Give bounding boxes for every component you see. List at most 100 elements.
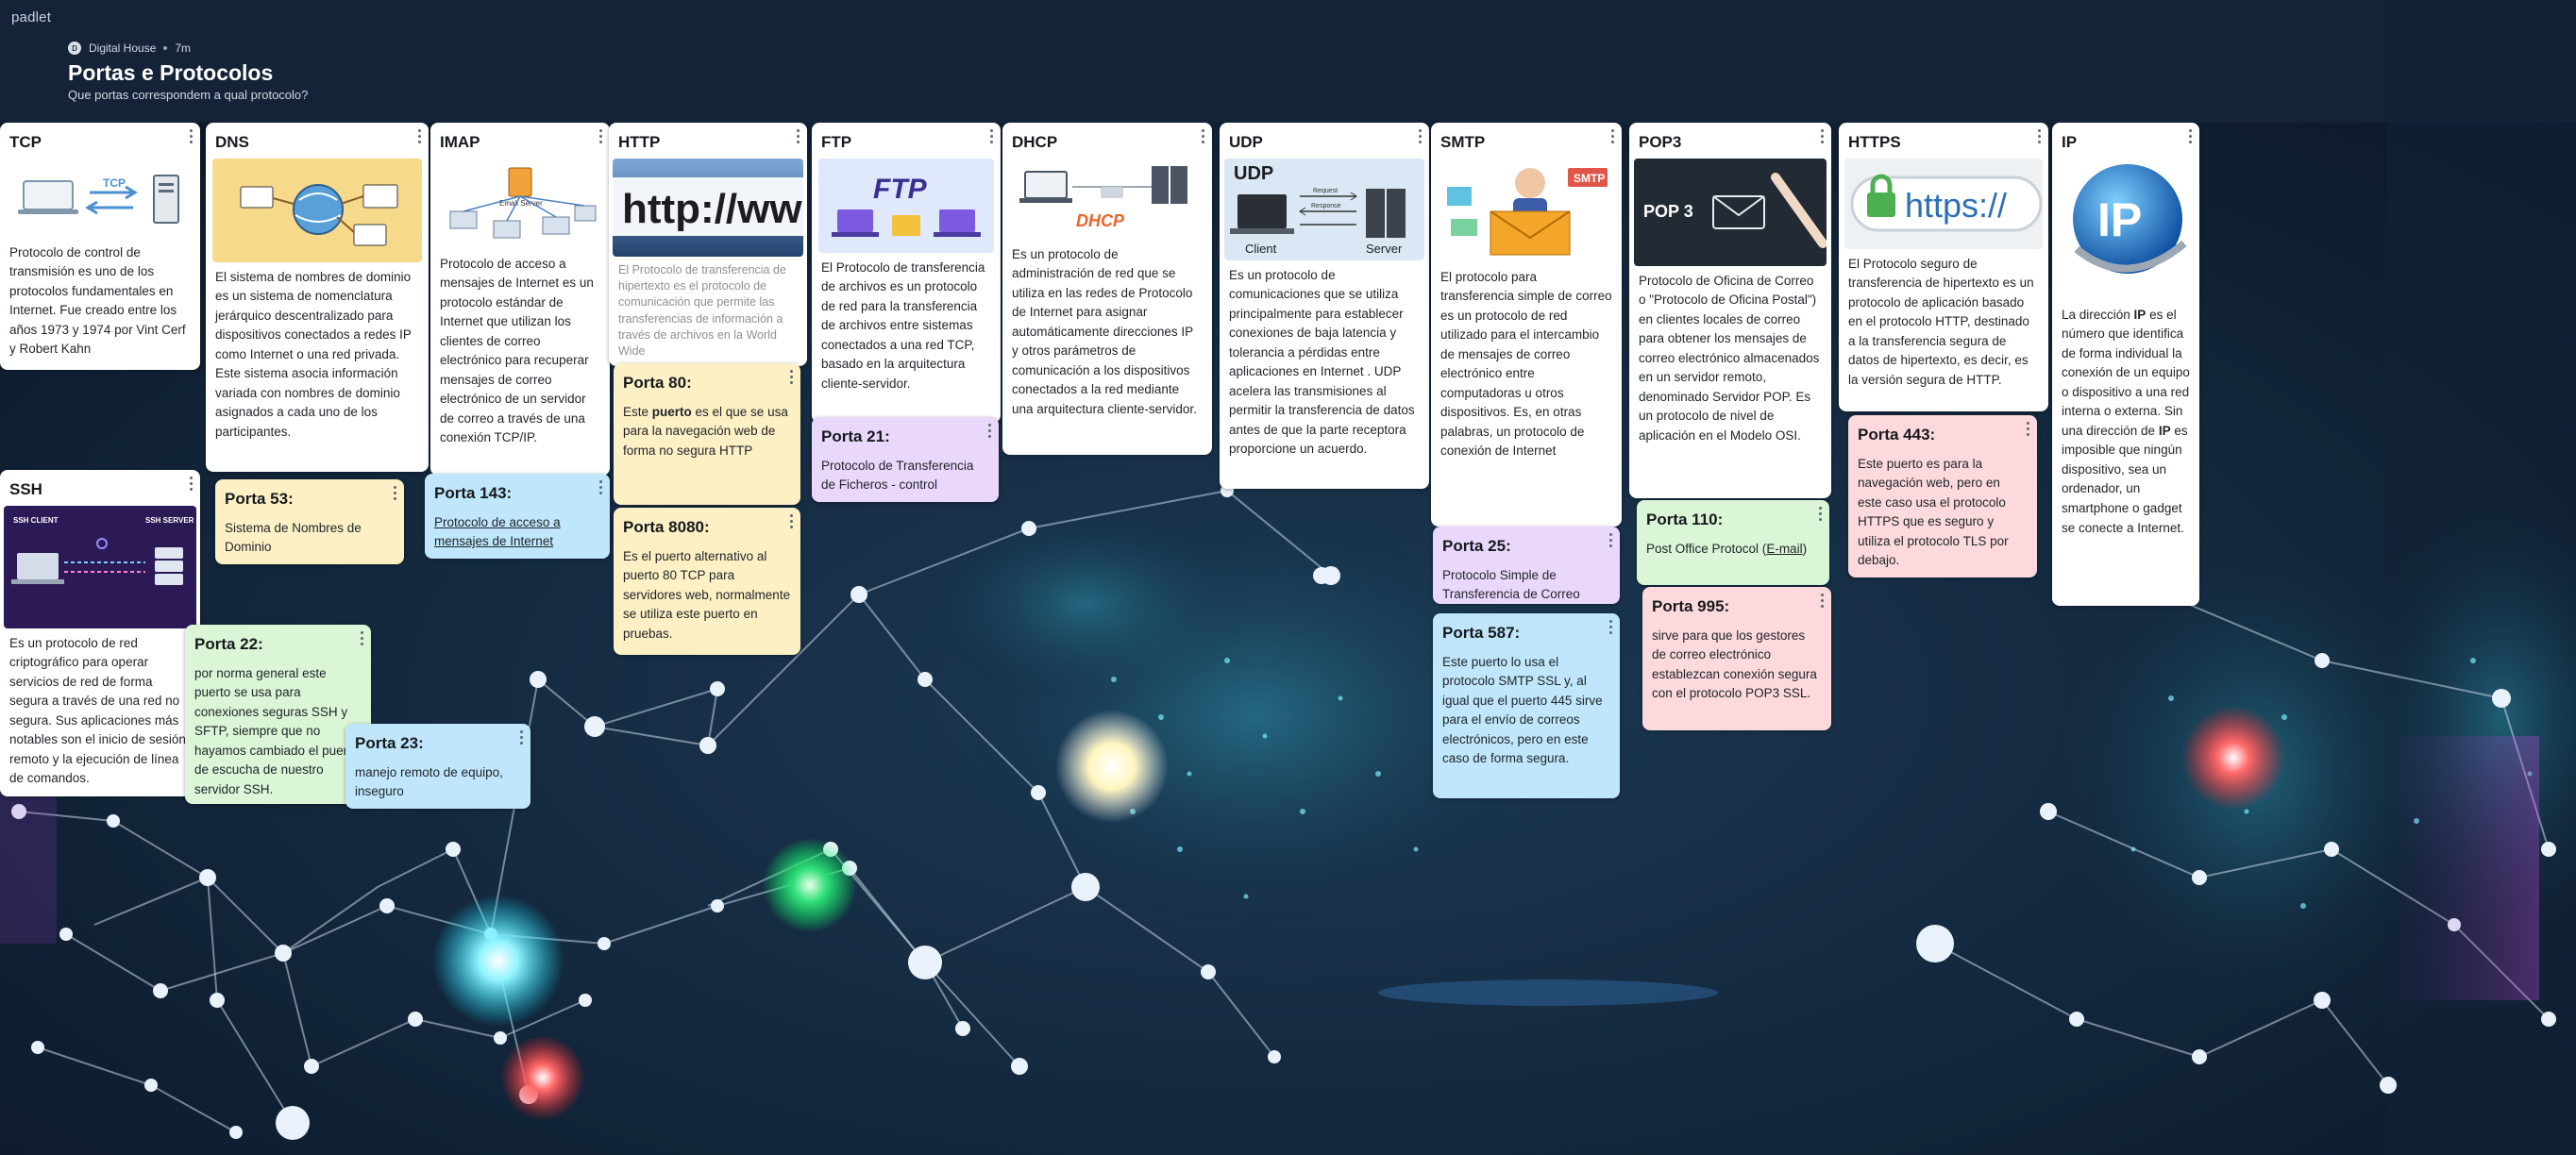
post-title: IP	[2062, 133, 2078, 151]
post-menu-icon[interactable]	[1419, 129, 1423, 144]
post-menu-icon[interactable]	[1202, 129, 1205, 144]
ssh-diagram-illustration: SSH CLIENT SSH SERVER	[4, 505, 196, 628]
post-menu-icon[interactable]	[1609, 533, 1613, 548]
post-title: Porta 443:	[1858, 426, 1936, 444]
post-title: Porta 80:	[623, 374, 692, 392]
https-illustration: https://	[1844, 158, 2043, 249]
post-udp[interactable]: UDP UDP Request Response Client Server E…	[1220, 123, 1429, 489]
post-menu-icon[interactable]	[190, 477, 194, 492]
svg-text:IP: IP	[2097, 193, 2142, 246]
post-time: 7m	[175, 42, 192, 55]
svg-text:POP 3: POP 3	[1643, 202, 1693, 221]
post-title: TCP	[9, 133, 42, 151]
post-dns[interactable]: DNS El sistema de nombres de dominio es …	[206, 123, 429, 472]
post-menu-icon[interactable]	[394, 486, 397, 501]
post-title: Porta 995:	[1652, 597, 1730, 615]
post-menu-icon[interactable]	[418, 129, 422, 144]
post-menu-icon[interactable]	[2038, 129, 2042, 144]
post-menu-icon[interactable]	[1611, 129, 1615, 144]
top-bar: padlet	[0, 0, 2576, 40]
post-menu-icon[interactable]	[1609, 620, 1613, 635]
post-menu-icon[interactable]	[988, 424, 992, 439]
post-smtp[interactable]: SMTP SMTP El protocolo para transferenci…	[1431, 123, 1622, 527]
post-porta-23[interactable]: Porta 23: manejo remoto de equipo, inseg…	[345, 724, 530, 809]
svg-text:SMTP: SMTP	[1574, 172, 1605, 185]
post-body: Sistema de Nombres de Dominio	[225, 520, 362, 555]
post-porta-995[interactable]: Porta 995: sirve para que los gestores d…	[1642, 587, 1831, 730]
post-ftp[interactable]: FTP FTP El Protocolo de transferencia de…	[812, 123, 1001, 423]
post-menu-icon[interactable]	[2189, 129, 2193, 144]
post-body: La dirección IP es el número que identif…	[2062, 307, 2190, 535]
email-link[interactable]: E-mail	[1766, 541, 1803, 556]
post-porta-80[interactable]: Porta 80: Este puerto es el que se usa p…	[614, 363, 800, 505]
post-porta-21[interactable]: Porta 21: Protocolo de Transferencia de …	[812, 417, 999, 502]
post-http[interactable]: HTTP http://ww El Protocolo de transfere…	[609, 123, 807, 366]
author-name[interactable]: Digital House	[89, 42, 157, 55]
post-title: HTTPS	[1848, 133, 1901, 151]
post-menu-icon[interactable]	[797, 129, 800, 144]
post-ip[interactable]: IP IP La dirección IP es el número que i…	[2052, 123, 2199, 606]
post-menu-icon[interactable]	[190, 129, 194, 144]
board-meta: D Digital House 7m	[68, 42, 308, 55]
post-porta-8080[interactable]: Porta 8080: Es el puerto alternativo al …	[614, 508, 800, 655]
post-menu-icon[interactable]	[599, 129, 603, 144]
post-body: manejo remoto de equipo, inseguro	[355, 764, 503, 799]
post-body-link[interactable]: Protocolo de acceso a mensajes de Intern…	[434, 514, 561, 549]
board-header: D Digital House 7m Portas e Protocolos Q…	[68, 42, 308, 102]
post-menu-icon[interactable]	[1821, 129, 1825, 144]
post-body: El Protocolo seguro de transferencia de …	[1848, 256, 2034, 387]
post-title: Porta 143:	[434, 484, 513, 502]
post-pop3[interactable]: POP3 POP 3 Protocolo de Oficina de Corre…	[1629, 123, 1831, 498]
svg-text:Email Server: Email Server	[499, 199, 543, 208]
post-menu-icon[interactable]	[1821, 594, 1825, 609]
post-menu-icon[interactable]	[1819, 507, 1823, 522]
dns-illustration	[212, 158, 422, 262]
post-title: Porta 587:	[1442, 624, 1521, 642]
post-body: Protocolo Simple de Transferencia de Cor…	[1442, 567, 1580, 602]
post-menu-icon[interactable]	[2027, 422, 2030, 437]
svg-text:DHCP: DHCP	[1076, 211, 1125, 230]
post-menu-icon[interactable]	[790, 514, 794, 529]
post-title: Porta 21:	[821, 427, 890, 445]
post-ssh[interactable]: SSH SSH CLIENT SSH SERVER Es un protocol…	[0, 470, 200, 796]
post-body: Protocolo de acceso a mensajes de Intern…	[440, 256, 594, 445]
post-porta-110[interactable]: Porta 110: Post Office Protocol (E-mail)	[1637, 500, 1829, 585]
post-body: Este puerto lo usa el protocolo SMTP SSL…	[1442, 654, 1603, 766]
post-body: El Protocolo de transferencia de archivo…	[821, 259, 985, 391]
post-porta-443[interactable]: Porta 443: Este puerto es para la navega…	[1848, 415, 2037, 578]
post-body: Post Office Protocol (E-mail)	[1646, 541, 1808, 556]
post-https[interactable]: HTTPS https:// El Protocolo seguro de tr…	[1839, 123, 2048, 411]
padlet-logo[interactable]: padlet	[11, 9, 52, 25]
svg-text:SSH SERVER: SSH SERVER	[145, 516, 194, 525]
post-title: SMTP	[1440, 133, 1486, 151]
post-menu-icon[interactable]	[361, 631, 364, 646]
post-porta-143[interactable]: Porta 143: Protocolo de acceso a mensaje…	[425, 474, 610, 559]
post-menu-icon[interactable]	[990, 129, 994, 144]
http-address-illustration: http://ww	[613, 158, 803, 257]
post-title: FTP	[821, 133, 852, 151]
svg-text:http://ww: http://ww	[622, 186, 802, 232]
smtp-illustration: SMTP	[1447, 167, 1608, 256]
post-body: Es un protocolo de administración de red…	[1012, 246, 1197, 416]
post-porta-587[interactable]: Porta 587: Este puerto lo usa el protoco…	[1433, 613, 1620, 798]
svg-text:SSH CLIENT: SSH CLIENT	[13, 516, 59, 525]
post-body: por norma general este puerto se usa par…	[194, 665, 359, 796]
post-porta-53[interactable]: Porta 53: Sistema de Nombres de Dominio	[215, 479, 404, 564]
svg-text:FTP: FTP	[873, 174, 928, 205]
post-porta-22[interactable]: Porta 22: por norma general este puerto …	[185, 625, 371, 804]
post-title: IMAP	[440, 133, 480, 151]
post-dhcp[interactable]: DHCP DHCP Es un protocolo de administrac…	[1002, 123, 1212, 455]
post-body: Protocolo de Transferencia de Ficheros -…	[821, 458, 974, 493]
post-tcp[interactable]: TCP TCP Protocolo de control de transmis…	[0, 123, 200, 370]
post-porta-25[interactable]: Porta 25: Protocolo Simple de Transferen…	[1433, 527, 1620, 604]
post-menu-icon[interactable]	[790, 370, 794, 385]
post-body: Es un protocolo de comunicaciones que se…	[1229, 267, 1415, 457]
post-imap[interactable]: IMAP Email Server Protocolo de acceso a …	[430, 123, 610, 476]
pop3-illustration: POP 3	[1634, 158, 1827, 266]
post-title: HTTP	[618, 133, 661, 151]
post-body: Este puerto es el que se usa para la nav…	[623, 404, 788, 458]
post-menu-icon[interactable]	[599, 480, 603, 495]
author-avatar[interactable]: D	[68, 42, 81, 55]
post-title: Porta 110:	[1646, 511, 1724, 528]
post-menu-icon[interactable]	[520, 730, 524, 745]
